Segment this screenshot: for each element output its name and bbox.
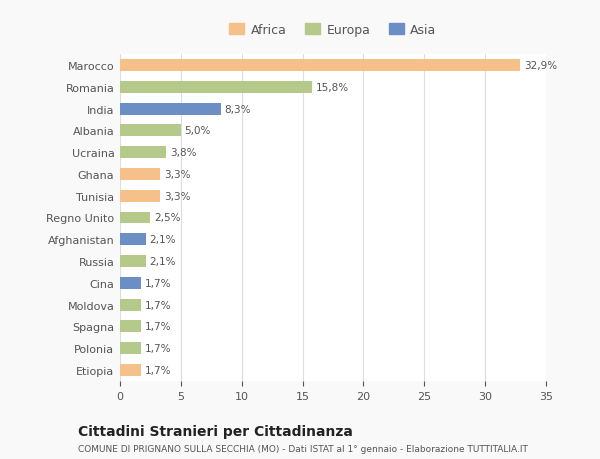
Text: 1,7%: 1,7% bbox=[145, 343, 171, 353]
Bar bbox=[120, 364, 140, 376]
Bar bbox=[120, 256, 146, 268]
Bar bbox=[120, 60, 520, 72]
Text: 2,1%: 2,1% bbox=[149, 257, 176, 267]
Bar bbox=[120, 277, 140, 289]
Text: 1,7%: 1,7% bbox=[145, 322, 171, 332]
Text: 2,1%: 2,1% bbox=[149, 235, 176, 245]
Text: 1,7%: 1,7% bbox=[145, 365, 171, 375]
Bar bbox=[120, 212, 151, 224]
Bar bbox=[120, 190, 160, 202]
Text: 8,3%: 8,3% bbox=[224, 104, 251, 114]
Bar bbox=[120, 342, 140, 354]
Bar bbox=[120, 168, 160, 180]
Text: 3,3%: 3,3% bbox=[164, 191, 190, 202]
Bar bbox=[120, 125, 181, 137]
Text: COMUNE DI PRIGNANO SULLA SECCHIA (MO) - Dati ISTAT al 1° gennaio - Elaborazione : COMUNE DI PRIGNANO SULLA SECCHIA (MO) - … bbox=[78, 444, 528, 453]
Text: 32,9%: 32,9% bbox=[524, 61, 557, 71]
Bar bbox=[120, 103, 221, 115]
Text: Cittadini Stranieri per Cittadinanza: Cittadini Stranieri per Cittadinanza bbox=[78, 425, 353, 438]
Bar bbox=[120, 234, 146, 246]
Text: 15,8%: 15,8% bbox=[316, 83, 349, 93]
Text: 5,0%: 5,0% bbox=[185, 126, 211, 136]
Text: 2,5%: 2,5% bbox=[154, 213, 181, 223]
Bar bbox=[120, 82, 313, 94]
Bar bbox=[120, 321, 140, 333]
Legend: Africa, Europa, Asia: Africa, Europa, Asia bbox=[224, 19, 442, 42]
Bar bbox=[120, 299, 140, 311]
Text: 1,7%: 1,7% bbox=[145, 278, 171, 288]
Text: 3,8%: 3,8% bbox=[170, 148, 196, 158]
Bar bbox=[120, 147, 166, 159]
Text: 1,7%: 1,7% bbox=[145, 300, 171, 310]
Text: 3,3%: 3,3% bbox=[164, 169, 190, 179]
